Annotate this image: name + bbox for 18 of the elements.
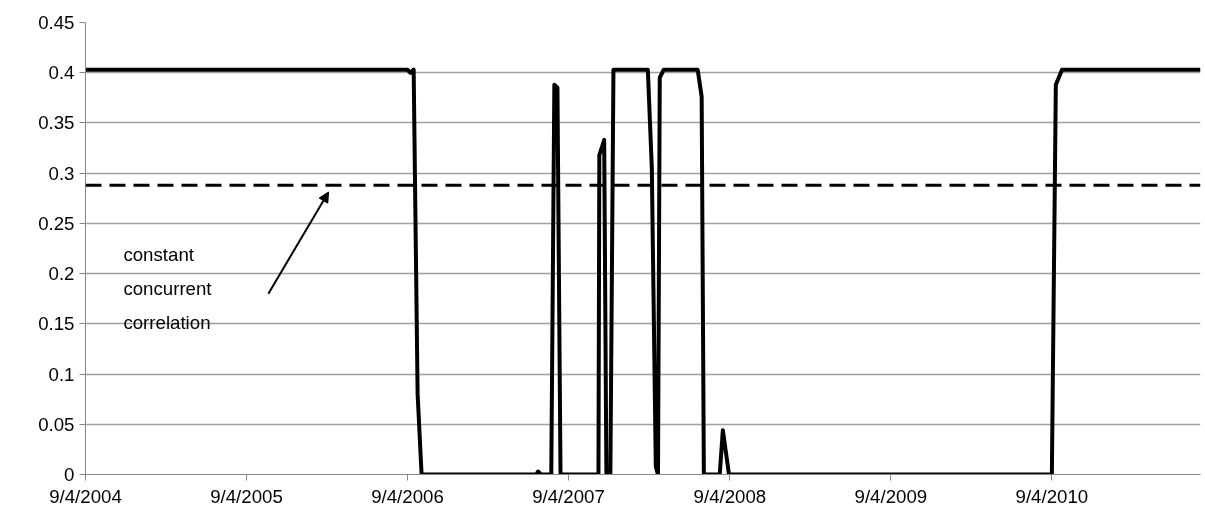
x-tick-label: 9/4/2009	[854, 485, 928, 507]
x-tick-label: 9/4/2004	[49, 485, 122, 507]
y-tick-label: 0.4	[48, 62, 75, 84]
y-tick-label: 0.25	[38, 212, 75, 234]
y-tick-label: 0.05	[38, 413, 75, 435]
y-tick-label: 0.2	[48, 263, 75, 285]
x-tick-label: 9/4/2010	[1015, 485, 1089, 507]
y-tick-label: 0.15	[38, 313, 75, 335]
x-tick-label: 9/4/2007	[532, 485, 605, 507]
x-tick-label: 9/4/2006	[371, 485, 444, 507]
x-tick-label: 9/4/2005	[210, 485, 283, 507]
y-tick-label: 0.3	[48, 162, 75, 184]
x-tick-label: 9/4/2008	[693, 485, 767, 507]
y-tick-label: 0.35	[38, 112, 75, 134]
ref-line-label: constant concurrent correlation	[123, 243, 213, 333]
y-tick-label: 0	[64, 464, 75, 485]
y-tick-label: 0.1	[48, 363, 75, 385]
y-tick-label: 0.45	[38, 12, 75, 33]
